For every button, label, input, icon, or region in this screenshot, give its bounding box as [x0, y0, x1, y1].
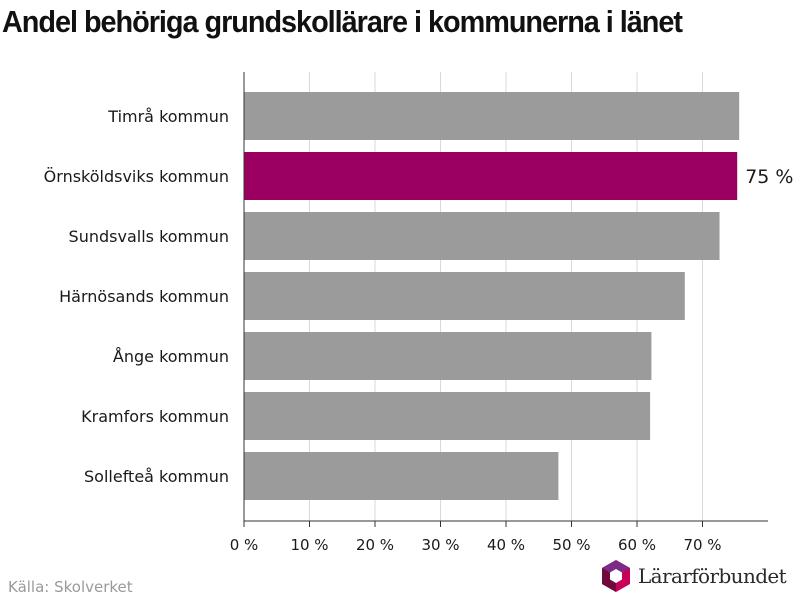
bar[interactable]: [244, 332, 652, 380]
category-label: Kramfors kommun: [81, 407, 229, 426]
bar[interactable]: [244, 392, 651, 440]
category-labels: Timrå kommun Örnsköldsviks kommun Sundsval…: [44, 107, 794, 486]
bar[interactable]: [244, 272, 685, 320]
bar[interactable]: [244, 212, 720, 260]
logo-icon: [602, 560, 630, 592]
bars: [244, 92, 740, 500]
category-label: Ånge kommun: [113, 347, 229, 366]
category-label: Sollefteå kommun: [84, 467, 229, 486]
category-label: Härnösands kommun: [59, 287, 229, 306]
x-tick-label: 70 %: [683, 536, 721, 554]
x-tick-label: 40 %: [487, 536, 525, 554]
bar[interactable]: [244, 152, 738, 200]
category-label: Timrå kommun: [107, 107, 229, 126]
category-label: Sundsvalls kommun: [69, 227, 229, 246]
x-tick-label: 0 %: [230, 536, 259, 554]
category-label: Örnsköldsviks kommun: [44, 167, 229, 186]
chart-title: Andel behöriga grundskollärare i kommune…: [2, 4, 683, 39]
x-tick-label: 50 %: [552, 536, 590, 554]
bar[interactable]: [244, 452, 559, 500]
bar[interactable]: [244, 92, 740, 140]
source-note: Källa: Skolverket: [8, 578, 133, 596]
lararforbundet-logo[interactable]: Lärarförbundet: [600, 556, 787, 596]
x-tick-label: 20 %: [356, 536, 394, 554]
data-label: 75 %: [745, 166, 793, 188]
x-tick-label: 10 %: [290, 536, 328, 554]
x-axis: 0 % 10 % 20 % 30 % 40 % 50 % 60 % 70 %: [230, 72, 768, 554]
x-tick-label: 60 %: [618, 536, 656, 554]
logo-text: Lärarförbundet: [638, 564, 787, 588]
x-tick-label: 30 %: [421, 536, 459, 554]
